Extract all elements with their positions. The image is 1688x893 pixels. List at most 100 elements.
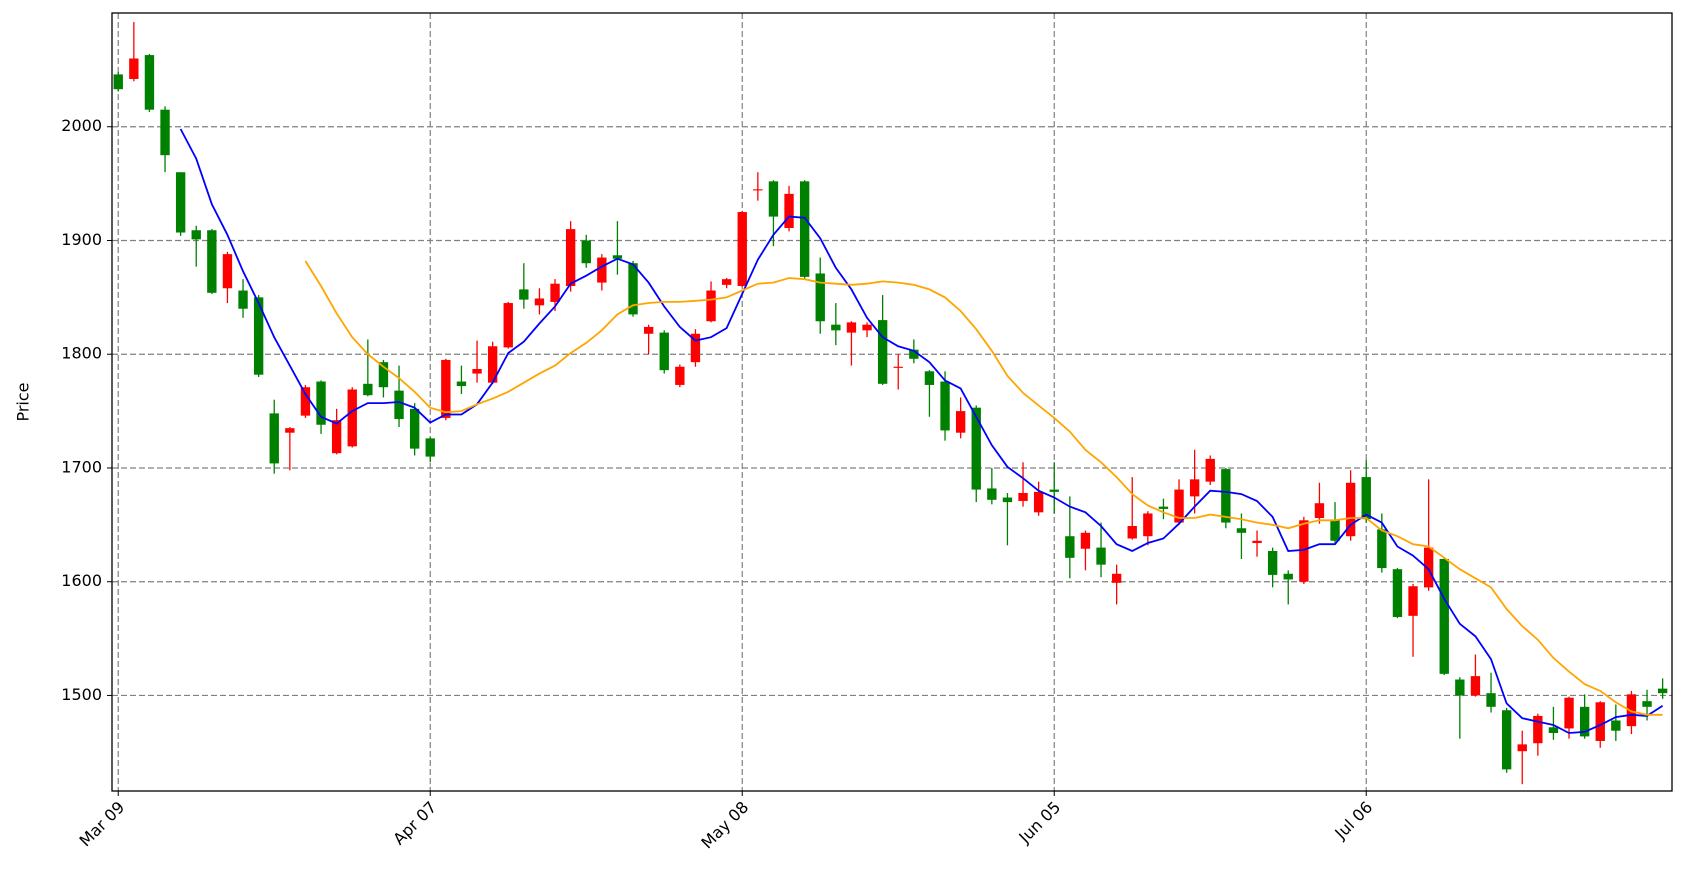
- candle-body: [1127, 525, 1137, 539]
- candle-body: [565, 229, 576, 286]
- candle-body: [472, 369, 482, 374]
- candle-body: [1283, 573, 1293, 580]
- candle-body: [1392, 569, 1403, 617]
- y-tick-label: 1700: [61, 457, 102, 476]
- candle-body: [1345, 482, 1356, 537]
- candle-body: [1501, 710, 1512, 770]
- candle-body: [1642, 701, 1652, 707]
- candle-body: [1408, 586, 1418, 616]
- candle-body: [955, 411, 966, 433]
- candle-body: [1361, 477, 1371, 520]
- candle-body: [1018, 492, 1028, 501]
- candle-body: [331, 420, 342, 454]
- candle-body: [1564, 697, 1574, 729]
- candle-body: [1299, 520, 1309, 582]
- candle-body: [643, 326, 654, 334]
- moving-average-line: [179, 128, 1664, 734]
- candle-body: [721, 279, 732, 285]
- candle-body: [784, 193, 794, 228]
- candle-body: [1267, 551, 1278, 575]
- candle-body: [706, 290, 716, 322]
- candle-body: [846, 322, 857, 333]
- candle-body: [425, 438, 435, 457]
- candle-body: [659, 332, 669, 371]
- candle-body: [737, 212, 747, 286]
- candle-body: [409, 408, 420, 449]
- candle-body: [877, 320, 888, 384]
- candle-body: [1080, 532, 1091, 549]
- candle-body: [597, 257, 607, 283]
- candle-body: [1189, 479, 1200, 497]
- candle-body: [550, 283, 560, 302]
- candle-body: [862, 324, 872, 331]
- candle-body: [612, 255, 623, 259]
- candle-body: [1314, 503, 1325, 519]
- candle-body: [1611, 720, 1621, 731]
- candle-body: [1579, 706, 1590, 737]
- candle-body: [1657, 688, 1668, 694]
- candle-body: [1533, 715, 1543, 744]
- candle-body: [675, 366, 685, 385]
- y-tick-label: 1800: [61, 344, 102, 363]
- candle-body: [1626, 694, 1637, 727]
- candle-body: [1205, 458, 1215, 482]
- candle-body: [940, 381, 950, 431]
- candle-body: [316, 381, 326, 425]
- candle-body: [1423, 547, 1434, 588]
- plot-frame: [111, 12, 1673, 792]
- candle-body: [1517, 744, 1527, 752]
- candle-body: [1002, 497, 1013, 503]
- candle-body: [394, 390, 404, 420]
- candle-body: [987, 488, 997, 500]
- candle-body: [191, 230, 201, 240]
- candle-body: [519, 289, 529, 300]
- candle-body: [1330, 520, 1340, 541]
- candle-body: [207, 230, 217, 293]
- candle-body: [768, 181, 779, 217]
- candle-body: [269, 413, 279, 464]
- candle-body: [1252, 540, 1262, 544]
- candle-body: [456, 381, 467, 387]
- candle-body: [1236, 528, 1247, 533]
- candle-body: [1143, 513, 1153, 537]
- candle-body: [690, 333, 701, 363]
- candle-body: [1377, 529, 1387, 569]
- candle-body: [1174, 489, 1184, 523]
- candle-body: [487, 346, 498, 383]
- y-tick-label: 2000: [61, 116, 102, 135]
- candle-body: [1548, 727, 1559, 733]
- candle-body: [238, 290, 248, 309]
- y-tick-label: 1500: [61, 685, 102, 704]
- candle-body: [815, 273, 825, 322]
- candle-body: [893, 366, 903, 368]
- candle-body: [1096, 547, 1106, 565]
- candle-body: [581, 240, 591, 264]
- candle-body: [909, 349, 919, 359]
- candle-body: [1470, 676, 1481, 696]
- candle-body: [285, 428, 295, 433]
- y-axis-label: Price: [14, 382, 33, 421]
- candle-body: [441, 359, 451, 418]
- candle-body: [753, 189, 763, 191]
- candle-body: [1158, 506, 1169, 509]
- y-tick-label: 1900: [61, 230, 102, 249]
- candle-body: [175, 172, 186, 233]
- candle-body: [1221, 469, 1231, 523]
- candle-body: [1439, 558, 1449, 674]
- candle-body: [160, 109, 170, 156]
- candle-body: [129, 58, 139, 79]
- candle-body: [1049, 489, 1059, 492]
- candle-body: [971, 407, 981, 490]
- candle-body: [1111, 573, 1122, 583]
- moving-average-line: [304, 260, 1663, 716]
- candle-body: [1455, 679, 1465, 696]
- candle-body: [300, 387, 311, 416]
- candle-body: [363, 383, 373, 396]
- candle-body: [144, 55, 155, 110]
- candle-body: [534, 298, 545, 306]
- candle-body: [628, 263, 638, 315]
- candle-body: [347, 389, 357, 447]
- candle-body: [503, 303, 513, 348]
